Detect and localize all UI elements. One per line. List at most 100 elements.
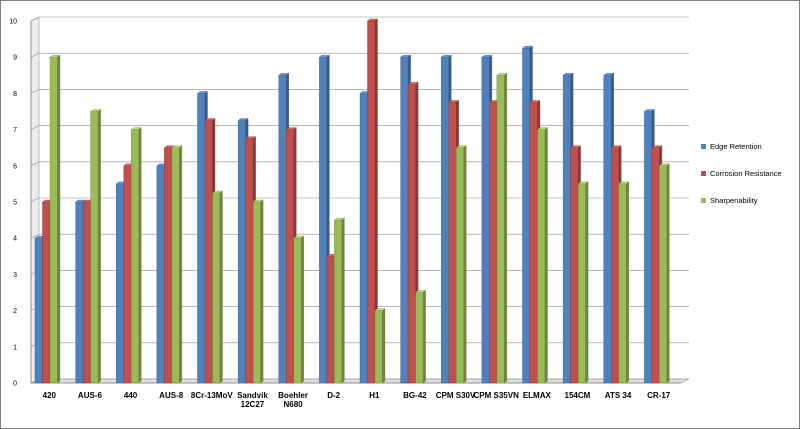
gridline — [30, 16, 689, 22]
bar — [456, 147, 464, 384]
bar — [570, 147, 579, 384]
bar-side — [382, 308, 386, 384]
x-category-label: ELMAX — [523, 391, 552, 400]
x-category-label: 440 — [124, 391, 138, 400]
bar — [164, 147, 173, 384]
bar-side — [301, 235, 304, 384]
bar — [82, 201, 91, 384]
bar-side — [219, 190, 223, 384]
x-category-label: 12C27 — [241, 400, 265, 409]
x-category-label: 8Cr-13MoV — [191, 391, 233, 400]
legend-label: Corrosion Resistance — [710, 169, 782, 178]
y-tick-label: 6 — [13, 163, 17, 170]
bar — [293, 237, 302, 384]
bar — [618, 183, 627, 384]
y-tick-label: 2 — [13, 308, 17, 315]
bar — [529, 102, 538, 384]
y-tick-label: 8 — [13, 91, 17, 98]
y-tick-label: 9 — [13, 55, 17, 62]
bar — [481, 57, 490, 384]
bar-side — [666, 163, 670, 384]
gridline — [30, 125, 689, 130]
gridline — [30, 52, 689, 58]
x-category-label: 420 — [43, 391, 57, 400]
x-category-label: N680 — [284, 400, 304, 409]
legend-label: Edge Retention — [710, 142, 762, 151]
bar — [441, 57, 449, 384]
x-category-label: CR-17 — [647, 391, 671, 400]
bar — [90, 111, 99, 384]
bar-side — [504, 72, 508, 384]
bar-side — [422, 290, 426, 384]
bar — [237, 120, 246, 384]
y-tick-label: 10 — [9, 19, 17, 26]
bar-side — [179, 145, 183, 384]
gridline — [30, 161, 689, 167]
bar — [212, 192, 221, 384]
bar-side — [97, 109, 101, 384]
bar — [374, 310, 383, 384]
y-tick-label: 7 — [13, 127, 17, 134]
legend-label: Sharpenability — [710, 196, 758, 205]
bar — [75, 201, 84, 384]
bar-side — [138, 127, 142, 384]
bar — [197, 93, 206, 384]
bar — [496, 75, 505, 384]
bar — [42, 201, 51, 384]
x-category-label: CPM S30V — [436, 391, 476, 400]
x-category-label: ATS 34 — [605, 391, 632, 400]
bar — [537, 129, 546, 384]
bar-side — [260, 199, 264, 384]
gridline — [30, 197, 689, 203]
x-category-label: D-2 — [327, 391, 340, 400]
bar-side — [585, 181, 589, 384]
bar-side — [544, 127, 548, 384]
x-category-label: AUS-8 — [159, 391, 184, 400]
legend-swatch — [701, 171, 706, 176]
bar — [131, 129, 139, 384]
bar-side — [463, 145, 467, 384]
x-category-label: 154CM — [565, 391, 591, 400]
bar — [123, 165, 132, 384]
x-category-label: H1 — [369, 391, 380, 400]
x-category-label: BG-42 — [403, 391, 427, 400]
y-tick-label: 5 — [13, 200, 17, 207]
bar — [286, 129, 294, 384]
bar — [651, 147, 660, 384]
x-category-label: AUS-6 — [78, 391, 103, 400]
bar-side — [341, 217, 345, 384]
bar — [562, 75, 571, 384]
bar — [359, 93, 368, 384]
bar — [659, 165, 668, 384]
bar — [603, 75, 612, 384]
bar — [644, 111, 653, 384]
bar-side — [626, 181, 629, 384]
bar — [245, 138, 254, 384]
legend-swatch — [701, 198, 706, 203]
bar — [171, 147, 180, 384]
bar — [49, 57, 58, 384]
bar — [319, 57, 328, 384]
bar — [116, 183, 124, 384]
bar — [407, 84, 416, 384]
bar — [34, 237, 43, 384]
bar — [400, 57, 409, 384]
gridline — [30, 89, 689, 94]
bar — [611, 147, 619, 384]
bar — [156, 165, 165, 384]
bar — [448, 102, 457, 384]
bar — [522, 47, 531, 384]
x-category-label: Boehler — [278, 391, 308, 400]
bar — [367, 20, 376, 384]
legend-swatch — [701, 144, 706, 149]
y-tick-label: 0 — [13, 381, 17, 388]
bar — [489, 102, 498, 384]
bar — [278, 75, 287, 384]
bar — [334, 219, 343, 384]
bar — [326, 256, 335, 384]
bar — [204, 120, 213, 384]
y-tick-label: 1 — [13, 344, 17, 351]
bar-side — [57, 54, 61, 384]
